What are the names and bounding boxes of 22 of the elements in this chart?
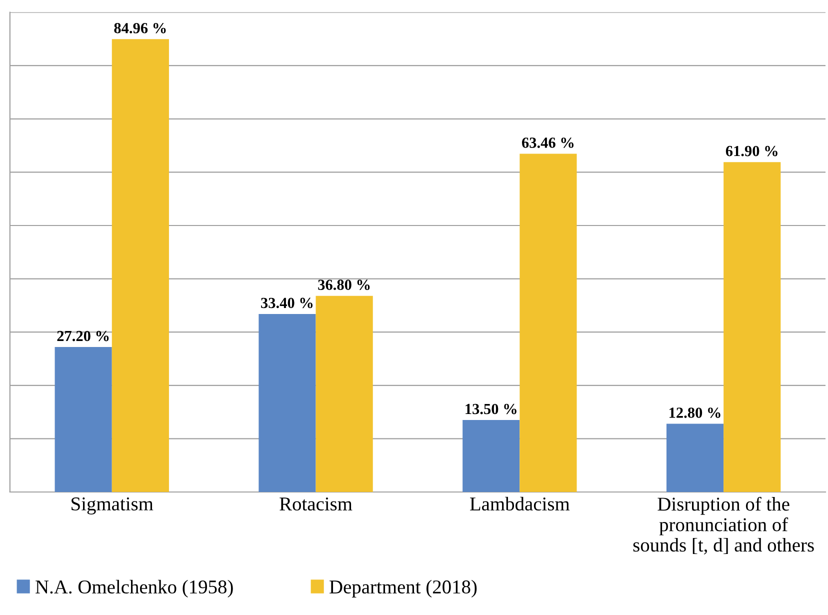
bar <box>462 420 520 492</box>
data-label: 12.80 % <box>670 408 720 418</box>
legend-label: Department (2018) <box>330 580 477 598</box>
bar <box>724 162 781 492</box>
bar <box>316 296 373 492</box>
x-tick-label: Sigmatism <box>72 497 154 514</box>
bar <box>520 154 577 492</box>
x-tick-label: Lambdacism <box>470 496 570 511</box>
data-label: 36.80 % <box>318 280 370 290</box>
bar <box>666 424 724 492</box>
bar <box>54 347 112 492</box>
data-label: 63.46 % <box>522 138 574 148</box>
data-label: 61.90 % <box>726 146 778 156</box>
x-tick-label: Rotacism <box>280 497 352 511</box>
x-tick-label: Disruption of the pronunciation of sounds [t, d] and others <box>633 496 814 554</box>
data-label: 27.20 % <box>57 330 109 342</box>
data-label: 33.40 % <box>261 298 313 308</box>
legend-label: N.A. Omelchenko (1958) <box>36 580 233 598</box>
data-label: 13.50 % <box>466 404 516 414</box>
data-label: 84.96 % <box>114 22 166 34</box>
bar <box>258 314 316 492</box>
bar <box>112 39 169 492</box>
